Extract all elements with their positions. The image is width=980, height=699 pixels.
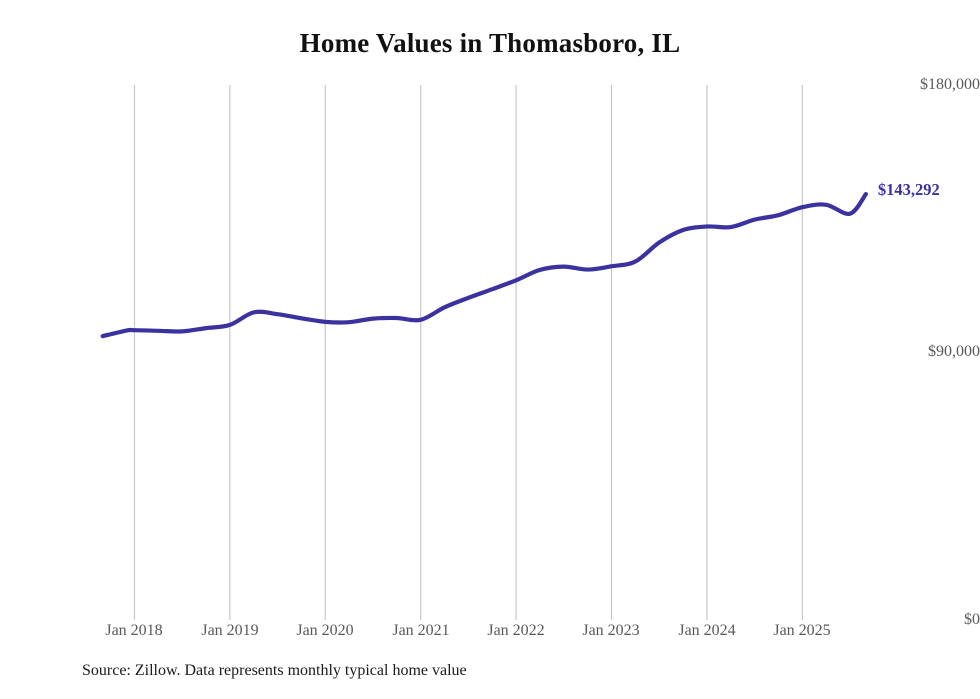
- home-value-line-series: [100, 192, 868, 339]
- y-axis-tick-label-90000: $90,000: [928, 343, 980, 360]
- x-axis-tick-label-jan-2021: Jan 2021: [392, 622, 450, 639]
- x-axis-tick-label-jan-2025: Jan 2025: [773, 622, 831, 639]
- gridlines: [133, 85, 803, 620]
- chart-title: Home Values in Thomasboro, IL: [299, 28, 681, 58]
- x-axis-tick-label-jan-2020: Jan 2020: [296, 622, 354, 639]
- end-value-annotation: $143,292: [877, 180, 940, 200]
- x-axis-tick-label-jan-2018: Jan 2018: [105, 622, 163, 639]
- y-axis-tick-label-0: $0: [964, 611, 980, 628]
- source-note: Source: Zillow. Data represents monthly …: [82, 662, 467, 679]
- x-axis-tick-label-jan-2024: Jan 2024: [678, 622, 736, 639]
- x-axis-tick-label-jan-2023: Jan 2023: [582, 622, 640, 639]
- x-axis-tick-label-jan-2022: Jan 2022: [487, 622, 545, 639]
- y-axis-tick-label-180000: $180,000: [920, 76, 980, 93]
- x-axis-tick-label-jan-2019: Jan 2019: [201, 622, 259, 639]
